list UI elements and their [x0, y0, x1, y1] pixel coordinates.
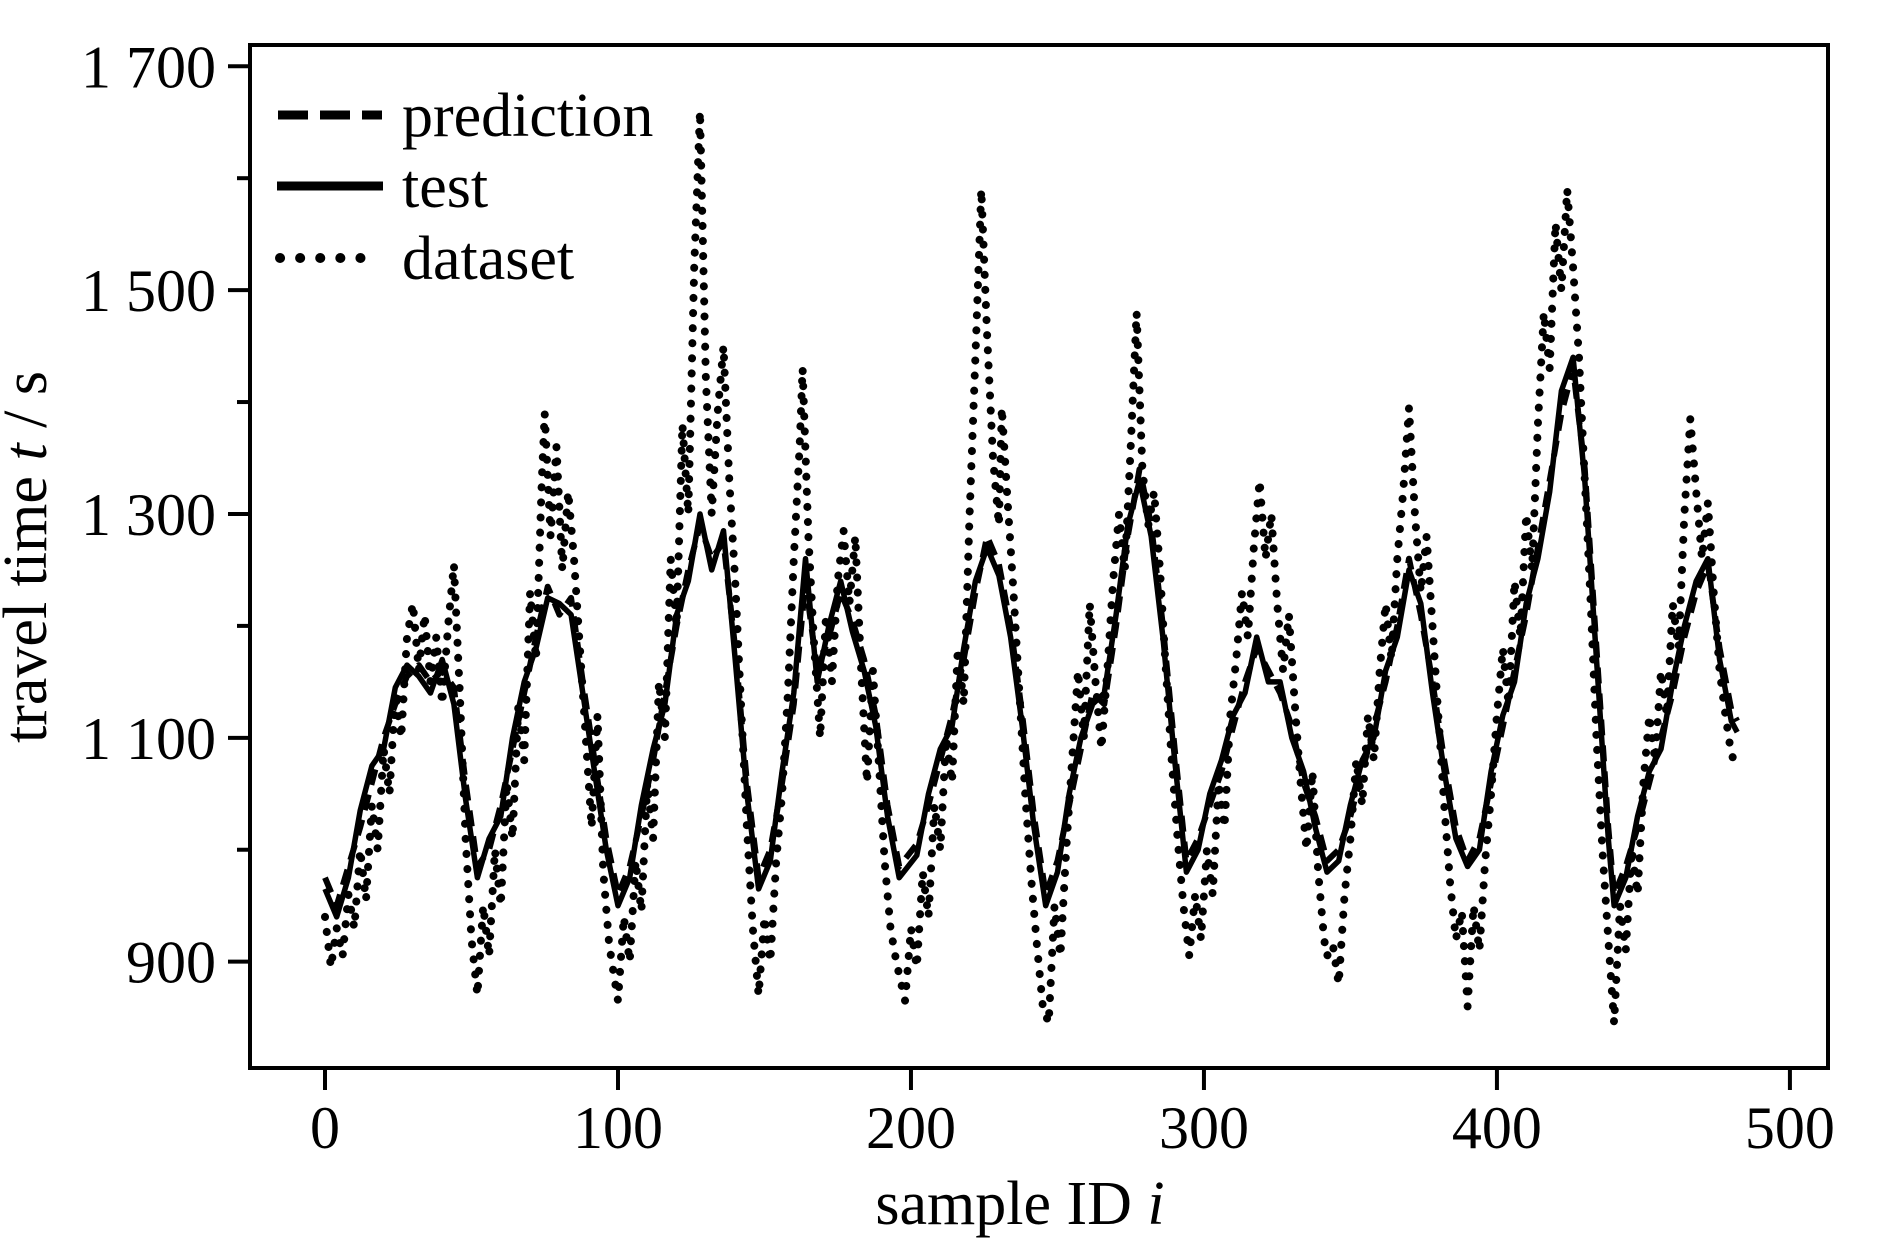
x-tick-label: 200 — [866, 1095, 956, 1161]
y-tick-label: 1 100 — [81, 706, 216, 772]
y-axis-label: travel time t / s — [0, 371, 60, 743]
x-axis-label-variable: i — [1147, 1170, 1164, 1238]
x-tick-label: 0 — [310, 1095, 340, 1161]
x-tick-label: 400 — [1452, 1095, 1542, 1161]
y-tick-label: 1 500 — [81, 258, 216, 324]
legend: prediction test dataset — [275, 82, 653, 293]
series-layer — [321, 107, 1742, 1028]
series-dataset-line — [321, 107, 1742, 1028]
legend-label-test: test — [402, 153, 488, 221]
y-axis-label-variable: t — [0, 442, 60, 461]
plot-frame — [248, 43, 1830, 1070]
series-test-line — [322, 354, 1740, 920]
x-axis-label-text: sample ID — [875, 1170, 1147, 1238]
y-axis-label-text: travel time — [0, 461, 60, 743]
y-tick-label: 1 700 — [81, 34, 216, 100]
x-tick-label: 300 — [1159, 1095, 1249, 1161]
y-axis-label-unit: / s — [0, 371, 60, 443]
y-tick-label: 900 — [126, 930, 216, 996]
x-axis-label: sample ID i — [875, 1170, 1164, 1238]
y-tick-label: 1 300 — [81, 482, 216, 548]
legend-label-dataset: dataset — [402, 225, 574, 293]
legend-label-prediction: prediction — [402, 82, 653, 150]
x-tick-label: 500 — [1745, 1095, 1835, 1161]
axes-frame-layer: 900 1 100 1 300 1 500 1 700 0 100 200 300 400 500 — [81, 34, 1835, 1161]
x-tick-label: 100 — [573, 1095, 663, 1161]
